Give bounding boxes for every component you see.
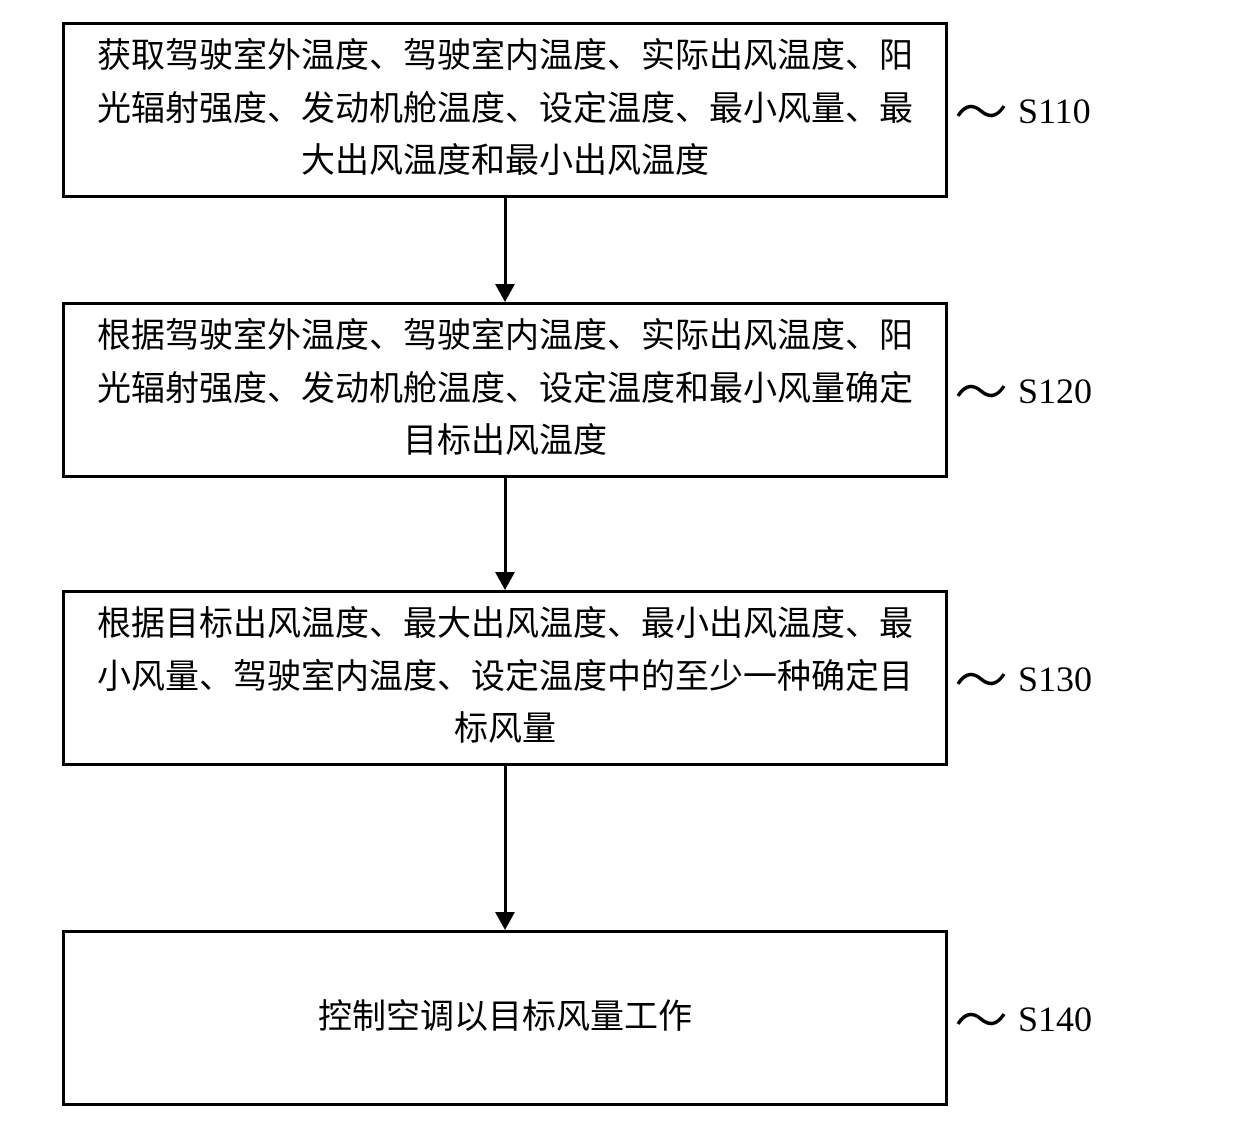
arrow-line — [504, 478, 507, 572]
flow-step-text: 根据驾驶室外温度、驾驶室内温度、实际出风温度、阳光辐射强度、发动机舱温度、设定温… — [95, 311, 915, 469]
step-label-s130: S130 — [1018, 658, 1092, 700]
arrow-head-icon — [495, 572, 515, 590]
arrow-line — [504, 766, 507, 912]
step-label-s120: S120 — [1018, 370, 1092, 412]
flow-step-s140: 控制空调以目标风量工作 — [62, 930, 948, 1106]
flowchart-container: 获取驾驶室外温度、驾驶室内温度、实际出风温度、阳光辐射强度、发动机舱温度、设定温… — [0, 0, 1240, 1136]
flow-step-text: 获取驾驶室外温度、驾驶室内温度、实际出风温度、阳光辐射强度、发动机舱温度、设定温… — [95, 31, 915, 189]
flow-step-text: 根据目标出风温度、最大出风温度、最小出风温度、最小风量、驾驶室内温度、设定温度中… — [95, 599, 915, 757]
connector-tilde-icon — [956, 96, 1006, 126]
step-label-s110: S110 — [1018, 90, 1091, 132]
arrow-line — [504, 198, 507, 284]
flow-step-s120: 根据驾驶室外温度、驾驶室内温度、实际出风温度、阳光辐射强度、发动机舱温度、设定温… — [62, 302, 948, 478]
arrow-head-icon — [495, 912, 515, 930]
flow-step-s130: 根据目标出风温度、最大出风温度、最小出风温度、最小风量、驾驶室内温度、设定温度中… — [62, 590, 948, 766]
flow-step-text: 控制空调以目标风量工作 — [318, 992, 692, 1045]
step-label-s140: S140 — [1018, 998, 1092, 1040]
connector-tilde-icon — [956, 664, 1006, 694]
arrow-head-icon — [495, 284, 515, 302]
connector-tilde-icon — [956, 1004, 1006, 1034]
connector-tilde-icon — [956, 376, 1006, 406]
flow-step-s110: 获取驾驶室外温度、驾驶室内温度、实际出风温度、阳光辐射强度、发动机舱温度、设定温… — [62, 22, 948, 198]
